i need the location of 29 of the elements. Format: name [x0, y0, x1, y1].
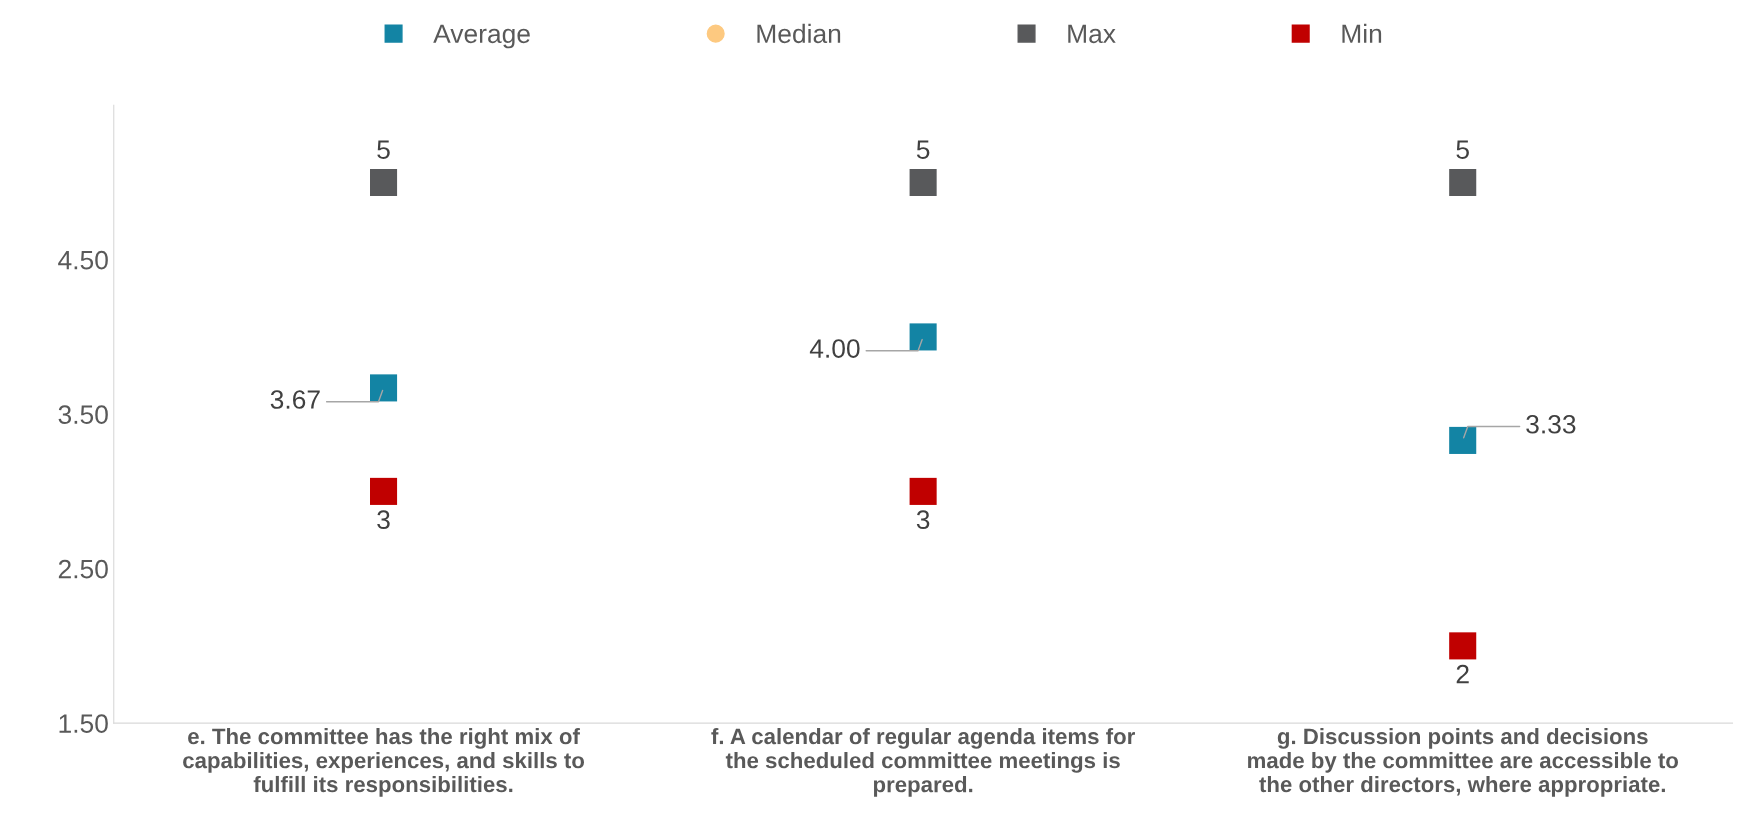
legend-label: Average [433, 24, 530, 49]
data-label: 3 [377, 510, 390, 530]
point [370, 374, 398, 402]
point [370, 477, 398, 505]
data-label: 3.33 [1526, 414, 1576, 434]
x-tick-label: g. Discussion points and decisions made by the committee are accessible to the other directors, where appropriate. [1248, 727, 1678, 797]
data-label: 5 [916, 140, 930, 159]
point [909, 477, 937, 505]
x-tick-label: e. The committee has the right mix of capabilities, experiences, and skills to fulfill its responsibilities. [183, 727, 585, 797]
point [909, 168, 937, 196]
point [1449, 426, 1477, 454]
data-label: 3 [916, 510, 930, 530]
data-label: 5 [377, 140, 390, 159]
x-tick-label: f. A calendar of regular agenda items for the scheduled committee meetings is prepared. [711, 727, 1135, 797]
y-tick-label: 1.50 [59, 714, 108, 733]
y-tick-label: 3.50 [58, 405, 108, 424]
point [1449, 168, 1477, 196]
y-tick-label: 2.50 [58, 559, 108, 579]
point [370, 168, 398, 196]
data-label: 5 [1456, 140, 1469, 159]
data-label: 3.67 [270, 390, 320, 409]
legend-label: Min [1342, 23, 1382, 43]
point [909, 323, 937, 351]
legend-label: Median [757, 23, 841, 44]
legend-label: Max [1068, 24, 1116, 44]
point [1449, 632, 1477, 660]
data-label: 4.00 [809, 339, 860, 358]
y-tick-label: 4.50 [58, 250, 108, 270]
data-label: 2 [1456, 664, 1469, 684]
